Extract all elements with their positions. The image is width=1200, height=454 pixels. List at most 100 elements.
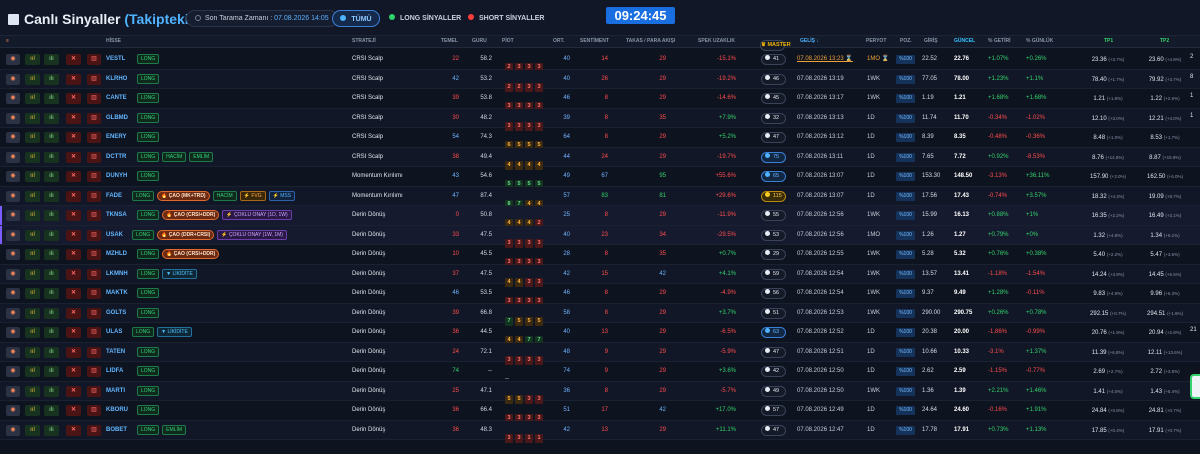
remove-button[interactable]: ✕ [66, 327, 81, 338]
target-button[interactable]: ◉ [6, 249, 20, 260]
delete-button[interactable]: ▥ [87, 54, 101, 65]
trend-button[interactable]: ııl [25, 366, 40, 377]
chart-button[interactable]: ılı [44, 112, 59, 124]
remove-button[interactable]: ✕ [66, 424, 81, 436]
delete-button[interactable]: ▥ [87, 171, 101, 182]
delete-button[interactable]: ▥ [87, 73, 101, 85]
col-hisse[interactable]: HİSSE [106, 38, 122, 44]
table-row[interactable]: ◉ ııl ılı ✕ ▥ LKMNH LONG ▼ LİKİDİTE Derin Dönüş 3… [0, 264, 1200, 287]
target-button[interactable]: ◉ [6, 210, 20, 221]
target-button[interactable]: ◉ [6, 346, 20, 358]
symbol-link[interactable]: DUNYH [106, 173, 128, 179]
remove-button[interactable]: ✕ [66, 249, 81, 260]
chart-button[interactable]: ılı [44, 307, 59, 319]
trend-button[interactable]: ııl [25, 54, 40, 65]
chart-button[interactable]: ılı [44, 366, 59, 377]
target-button[interactable]: ◉ [6, 93, 20, 104]
col-piot[interactable]: PİOT [502, 38, 514, 44]
filter-long-button[interactable]: LONG SİNYALLER [389, 10, 461, 27]
col-master[interactable]: ♛ MASTER [760, 40, 791, 51]
target-button[interactable]: ◉ [6, 288, 20, 299]
table-row[interactable]: ◉ ııl ılı ✕ ▥ TATEN LONG Derin Dönüş 24 72.1 3 3 3 3 4… [0, 342, 1200, 365]
symbol-link[interactable]: LKMNH [106, 270, 128, 277]
target-button[interactable]: ◉ [6, 112, 20, 124]
target-button[interactable]: ◉ [6, 171, 20, 182]
symbol-link[interactable]: FADE [106, 192, 123, 199]
chart-button[interactable]: ılı [44, 327, 59, 338]
chart-button[interactable]: ılı [44, 151, 59, 163]
target-button[interactable]: ◉ [6, 424, 20, 436]
chart-button[interactable]: ılı [44, 132, 59, 143]
remove-button[interactable]: ✕ [66, 132, 81, 143]
symbol-link[interactable]: DCTTR [106, 153, 127, 160]
table-row[interactable]: ◉ ııl ılı ✕ ▥ KLRHO LONG CRSI Scalp 42 53.2 2 2 3 3 40… [0, 69, 1200, 92]
chart-button[interactable]: ılı [44, 171, 59, 182]
col-poz[interactable]: POZ. [900, 38, 912, 44]
trend-button[interactable]: ııl [25, 132, 40, 143]
trend-button[interactable]: ııl [25, 288, 40, 299]
table-row[interactable]: ◉ ııl ılı ✕ ▥ GOLTS LONG Derin Dönüş 39 66.8 7 5 5 5 5… [0, 303, 1200, 326]
remove-button[interactable]: ✕ [66, 366, 81, 377]
target-button[interactable]: ◉ [6, 366, 20, 377]
side-panel-edge[interactable] [1190, 374, 1200, 399]
chart-button[interactable]: ılı [44, 210, 59, 221]
remove-button[interactable]: ✕ [66, 307, 81, 319]
symbol-link[interactable]: MARTI [106, 387, 125, 394]
chart-button[interactable]: ılı [44, 268, 59, 280]
trend-button[interactable]: ııl [25, 307, 40, 319]
target-button[interactable]: ◉ [6, 151, 20, 163]
remove-button[interactable]: ✕ [66, 346, 81, 358]
col-gunluk[interactable]: % GÜNLÜK [1026, 38, 1054, 44]
trend-button[interactable]: ııl [25, 327, 40, 338]
filter-short-button[interactable]: SHORT SİNYALLER [468, 10, 544, 27]
col-takas[interactable]: TAKAS / PARA AKIŞI [626, 38, 676, 44]
remove-button[interactable]: ✕ [66, 171, 81, 182]
delete-button[interactable]: ▥ [87, 229, 101, 241]
target-button[interactable]: ◉ [6, 190, 20, 202]
chart-button[interactable]: ılı [44, 288, 59, 299]
symbol-link[interactable]: TKNSA [106, 212, 127, 218]
delete-button[interactable]: ▥ [87, 132, 101, 143]
symbol-link[interactable]: LIDFA [106, 368, 124, 374]
col-giris[interactable]: GİRİŞ [924, 38, 938, 44]
target-button[interactable]: ◉ [6, 307, 20, 319]
trend-button[interactable]: ııl [25, 405, 40, 416]
delete-button[interactable]: ▥ [87, 307, 101, 319]
col-sentiment[interactable]: SENTİMENT [580, 38, 609, 44]
symbol-link[interactable]: KLRHO [106, 75, 128, 82]
delete-button[interactable]: ▥ [87, 385, 101, 397]
symbol-link[interactable]: MZHLD [106, 251, 127, 257]
chart-button[interactable]: ılı [44, 249, 59, 260]
chart-button[interactable]: ılı [44, 229, 59, 241]
table-row[interactable]: ◉ ııl ılı ✕ ▥ MZHLD LONG 🔥 ÇAO (CRSI+DDR) Derin … [0, 245, 1200, 267]
col-guru[interactable]: GURU [472, 38, 487, 44]
col-spek[interactable]: SPEK UZAKLIK [698, 38, 735, 44]
chart-button[interactable]: ılı [44, 346, 59, 358]
target-button[interactable]: ◉ [6, 73, 20, 85]
remove-button[interactable]: ✕ [66, 405, 81, 416]
delete-button[interactable]: ▥ [87, 346, 101, 358]
trend-button[interactable]: ııl [25, 229, 40, 241]
trend-button[interactable]: ııl [25, 151, 40, 163]
delete-button[interactable]: ▥ [87, 151, 101, 163]
remove-button[interactable]: ✕ [66, 54, 81, 65]
trend-button[interactable]: ııl [25, 385, 40, 397]
col-getiri[interactable]: % GETİRİ [988, 38, 1011, 44]
trend-button[interactable]: ııl [25, 190, 40, 202]
table-row[interactable]: ◉ ııl ılı ✕ ▥ ULAS LONG ▼ LİKİDİTE Derin Dönüş 36… [0, 323, 1200, 345]
remove-button[interactable]: ✕ [66, 151, 81, 163]
symbol-link[interactable]: GLBMD [106, 114, 128, 121]
col-periyot[interactable]: PERYOT [866, 38, 887, 44]
target-button[interactable]: ◉ [6, 327, 20, 338]
remove-button[interactable]: ✕ [66, 93, 81, 104]
remove-button[interactable]: ✕ [66, 210, 81, 221]
chart-button[interactable]: ılı [44, 93, 59, 104]
symbol-link[interactable]: ULAS [106, 329, 123, 335]
col-tp1[interactable]: TP1 [1104, 38, 1114, 44]
chart-button[interactable]: ılı [44, 190, 59, 202]
trend-button[interactable]: ııl [25, 346, 40, 358]
delete-button[interactable]: ▥ [87, 327, 101, 338]
table-row[interactable]: ◉ ııl ılı ✕ ▥ USAK LONG 🔥 ÇAO (DDR+CRSI) ⚡ ÇOKLU… [0, 225, 1200, 248]
symbol-link[interactable]: MAKTK [106, 290, 128, 296]
symbol-link[interactable]: TATEN [106, 348, 126, 355]
